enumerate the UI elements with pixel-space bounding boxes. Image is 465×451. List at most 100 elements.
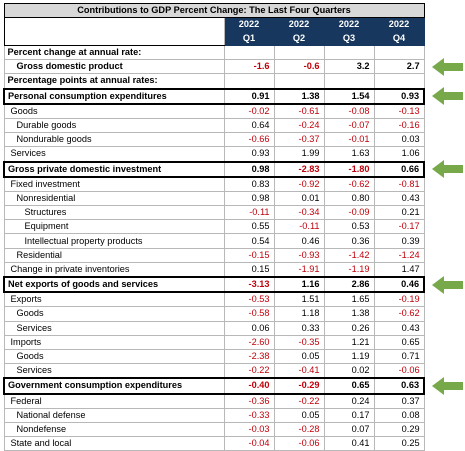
- value-cell-q4: 0.03: [373, 132, 425, 148]
- table-row: Services 0.06 0.33 0.26 0.43: [3, 320, 425, 336]
- value-cell-q4: 0.63: [373, 377, 426, 395]
- value-cell-q2: -0.61: [273, 103, 325, 119]
- row-label: Services: [3, 320, 225, 336]
- row-label: Goods: [3, 103, 225, 119]
- value-cell-q3: -0.09: [323, 205, 375, 221]
- value-cell-q4: 0.37: [373, 393, 425, 409]
- header-quarter-q1: Q1: [223, 31, 275, 46]
- row-label: Fixed investment: [3, 176, 225, 192]
- value-cell-q4: 0.08: [373, 407, 425, 423]
- row-label: Government consumption expenditures: [3, 377, 225, 395]
- value-cell-q2: 0.46: [273, 233, 325, 249]
- table-row: Goods -0.02 -0.61 -0.08 -0.13: [3, 103, 425, 119]
- table-row: Services 0.93 1.99 1.63 1.06: [3, 146, 425, 162]
- right-pointing-arrow-icon: [432, 57, 463, 76]
- header-year-q1: 2022: [223, 17, 275, 32]
- row-label: Gross domestic product: [3, 59, 225, 75]
- value-cell-q2: -0.35: [273, 334, 325, 350]
- table-row: Federal -0.36 -0.22 0.24 0.37: [3, 393, 425, 409]
- value-cell-q4: 0.71: [373, 348, 425, 365]
- value-cell-q3: 0.65: [323, 377, 375, 395]
- value-cell-q3: 0.80: [323, 190, 375, 207]
- table-row: Exports -0.53 1.51 1.65 -0.19: [3, 291, 425, 308]
- header-blank-cell: [3, 17, 225, 46]
- table-row: Change in private inventories 0.15 -1.91 -1…: [3, 261, 425, 278]
- value-cell-q4: -0.16: [373, 117, 425, 134]
- row-label: Percentage points at annual rates:: [3, 73, 225, 90]
- value-cell-q2: -0.6: [273, 59, 325, 75]
- value-cell-q4: 0.29: [373, 421, 425, 438]
- row-label: Net exports of goods and services: [3, 275, 225, 294]
- value-cell-q3: -1.19: [323, 261, 375, 278]
- value-cell-q4: 0.43: [373, 320, 425, 336]
- table-row: Residential -0.15 -0.93 -1.42 -1.24: [3, 247, 425, 263]
- value-cell-q3: -0.62: [323, 176, 375, 192]
- year-header-row: 2022 2022 2022 2022: [3, 17, 425, 46]
- value-cell-q2: -0.92: [273, 176, 325, 192]
- row-label: Exports: [3, 291, 225, 308]
- value-cell-q2: -0.41: [273, 363, 325, 379]
- value-cell-q4: 0.65: [373, 334, 425, 350]
- table-row: Equipment 0.55 -0.11 0.53 -0.17: [3, 219, 425, 235]
- header-quarter-q3: Q3: [323, 31, 375, 46]
- row-label: National defense: [3, 407, 225, 423]
- value-cell-q1: -0.66: [223, 132, 275, 148]
- value-cell-q4: 0.39: [373, 233, 425, 249]
- value-cell-q3: 3.2: [323, 59, 375, 75]
- value-cell-q1: -0.15: [223, 247, 275, 263]
- value-cell-q2: -2.83: [273, 160, 325, 178]
- value-cell-q4: -1.24: [373, 247, 425, 263]
- value-cell-q3: [323, 44, 375, 61]
- table-row: Nondefense -0.03 -0.28 0.07 0.29: [3, 421, 425, 438]
- value-cell-q2: -0.37: [273, 132, 325, 148]
- table-row: Nondurable goods -0.66 -0.37 -0.01 0.03: [3, 132, 425, 148]
- table-title: Contributions to GDP Percent Change: The…: [3, 3, 425, 18]
- value-cell-q3: 0.53: [323, 219, 375, 235]
- value-cell-q1: -0.36: [223, 393, 275, 409]
- value-cell-q2: -0.28: [273, 421, 325, 438]
- value-cell-q4: -0.13: [373, 103, 425, 119]
- table-body: Percent change at annual rate: Gross dome…: [3, 44, 426, 451]
- value-cell-q3: 1.38: [323, 306, 375, 322]
- table-row: Goods -0.58 1.18 1.38 -0.62: [3, 306, 425, 322]
- value-cell-q4: 0.66: [373, 160, 426, 178]
- header-year-q2: 2022: [273, 17, 325, 32]
- table-row: Imports -2.60 -0.35 1.21 0.65: [3, 334, 425, 350]
- value-cell-q1: 0.06: [223, 320, 275, 336]
- row-label: Services: [3, 363, 225, 379]
- value-cell-q1: 0.98: [223, 190, 275, 207]
- value-cell-q2: -0.34: [273, 205, 325, 221]
- value-cell-q2: -0.93: [273, 247, 325, 263]
- value-cell-q3: 1.19: [323, 348, 375, 365]
- value-cell-q1: -0.03: [223, 421, 275, 438]
- table-row: Government consumption expenditures -0.40…: [3, 377, 426, 395]
- table-row: Net exports of goods and services -3.13 1.…: [3, 275, 426, 294]
- table-row: Fixed investment 0.83 -0.92 -0.62 -0.81: [3, 176, 425, 192]
- value-cell-q1: -0.53: [223, 291, 275, 308]
- row-label: Residential: [3, 247, 225, 263]
- row-label: Durable goods: [3, 117, 225, 134]
- value-cell-q2: 1.18: [273, 306, 325, 322]
- table-row: National defense -0.33 0.05 0.17 0.08: [3, 407, 425, 423]
- value-cell-q2: 1.16: [273, 275, 325, 294]
- table-row: Intellectual property products 0.54 0.46 0.…: [3, 233, 425, 249]
- value-cell-q3: 0.02: [323, 363, 375, 379]
- value-cell-q2: -0.22: [273, 393, 325, 409]
- value-cell-q4: -0.19: [373, 291, 425, 308]
- value-cell-q3: 1.63: [323, 146, 375, 162]
- table-row: Percentage points at annual rates:: [3, 73, 425, 90]
- table-row: Gross domestic product -1.6 -0.6 3.2 2.7: [3, 59, 425, 75]
- value-cell-q4: 0.43: [373, 190, 425, 207]
- value-cell-q1: -0.22: [223, 363, 275, 379]
- value-cell-q1: -0.11: [223, 205, 275, 221]
- value-cell-q4: -0.06: [373, 363, 425, 379]
- value-cell-q3: 0.07: [323, 421, 375, 438]
- value-cell-q1: 0.93: [223, 146, 275, 162]
- value-cell-q4: 1.06: [373, 146, 425, 162]
- value-cell-q1: -2.60: [223, 334, 275, 350]
- table-row: Percent change at annual rate:: [3, 44, 425, 61]
- row-label: Nonresidential: [3, 190, 225, 207]
- row-label: Gross private domestic investment: [3, 160, 225, 178]
- value-cell-q1: -1.6: [223, 59, 275, 75]
- value-cell-q3: 0.36: [323, 233, 375, 249]
